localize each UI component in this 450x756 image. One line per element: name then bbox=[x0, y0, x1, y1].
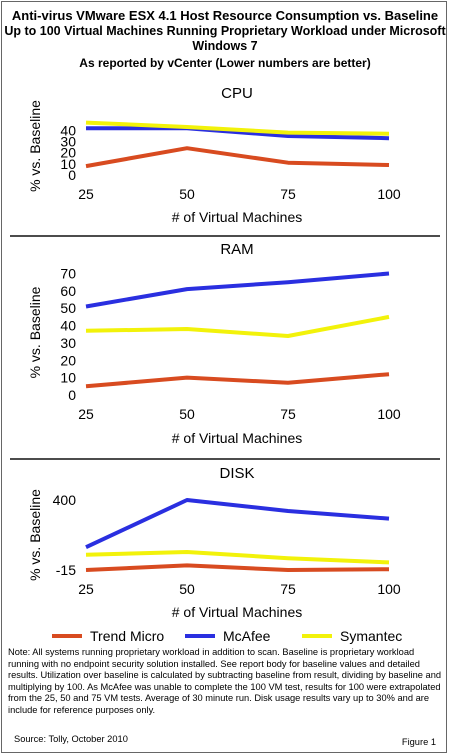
legend-swatch-mcafee bbox=[185, 634, 215, 638]
legend-item-trend-micro: Trend Micro bbox=[52, 628, 164, 644]
y-tick-label: 30 bbox=[60, 335, 76, 351]
legend-item-mcafee: McAfee bbox=[185, 628, 270, 644]
y-tick-label: -15 bbox=[56, 562, 76, 578]
x-tick-label: 75 bbox=[280, 581, 296, 597]
y-tick-label: 50 bbox=[60, 300, 76, 316]
y-axis-label: % vs. Baseline bbox=[27, 489, 43, 581]
x-tick-label: 50 bbox=[179, 406, 195, 422]
x-tick-label: 100 bbox=[377, 581, 401, 597]
legend-item-symantec: Symantec bbox=[302, 628, 402, 644]
x-tick-label: 75 bbox=[280, 406, 296, 422]
x-axis-label: # of Virtual Machines bbox=[172, 430, 302, 446]
legend-label-mcafee: McAfee bbox=[223, 628, 271, 644]
y-tick-label: 0 bbox=[68, 167, 76, 183]
y-tick-label: 10 bbox=[60, 156, 76, 172]
x-tick-label: 100 bbox=[377, 186, 401, 202]
legend-swatch-trend-micro bbox=[52, 634, 82, 638]
y-axis-label: % vs. Baseline bbox=[27, 286, 43, 378]
x-tick-label: 25 bbox=[78, 406, 94, 422]
legend: Trend Micro McAfee Symantec bbox=[0, 628, 450, 646]
chart-disk: DISK -15 400 25 50 75 100 # of Virtual Machines… bbox=[27, 465, 401, 620]
legend-label-symantec: Symantec bbox=[340, 628, 403, 644]
series-line-trend-micro bbox=[85, 146, 390, 169]
y-tick-label: 30 bbox=[60, 134, 76, 150]
y-axis-label: % vs. Baseline bbox=[27, 100, 43, 192]
source-credit: Source: Tolly, October 2010 bbox=[14, 734, 128, 744]
figure-caption: As reported by vCenter (Lower numbers ar… bbox=[79, 56, 371, 70]
series-line-trend-micro bbox=[85, 372, 390, 389]
chart-title: RAM bbox=[220, 241, 253, 258]
y-tick-label: 40 bbox=[60, 318, 76, 334]
legend-label-trend-micro: Trend Micro bbox=[90, 628, 165, 644]
y-tick-label: 40 bbox=[60, 122, 76, 138]
series-line-symantec bbox=[85, 120, 390, 136]
x-tick-label: 25 bbox=[78, 581, 94, 597]
x-axis-label: # of Virtual Machines bbox=[172, 604, 302, 620]
x-tick-label: 100 bbox=[377, 406, 401, 422]
series-line-symantec bbox=[85, 314, 390, 338]
y-tick-label: 400 bbox=[53, 492, 77, 508]
figure-number: Figure 1 bbox=[401, 737, 436, 747]
y-tick-label: 0 bbox=[68, 387, 76, 403]
x-tick-label: 25 bbox=[78, 186, 94, 202]
series-line-mcafee bbox=[85, 271, 390, 309]
y-tick-label: 20 bbox=[60, 352, 76, 368]
y-tick-label: 60 bbox=[60, 283, 76, 299]
series-line-trend-micro bbox=[85, 563, 390, 572]
legend-swatch-symantec bbox=[302, 634, 332, 638]
chart-title: DISK bbox=[219, 465, 254, 482]
series-line-symantec bbox=[85, 550, 390, 565]
series-line-mcafee bbox=[86, 126, 390, 141]
footnote: Note: All systems running proprietary wo… bbox=[8, 647, 442, 715]
y-tick-label: 20 bbox=[60, 145, 76, 161]
figure-subtitle: Up to 100 Virtual Machines Running Propr… bbox=[4, 24, 446, 53]
chart-title: CPU bbox=[221, 85, 253, 102]
x-tick-label: 50 bbox=[179, 186, 195, 202]
x-tick-label: 50 bbox=[179, 581, 195, 597]
x-axis-label: # of Virtual Machines bbox=[172, 209, 302, 225]
y-tick-label: 10 bbox=[60, 370, 76, 386]
x-tick-label: 75 bbox=[280, 186, 296, 202]
y-tick-label: 70 bbox=[60, 265, 76, 281]
series-line-mcafee bbox=[85, 498, 390, 550]
figure-title: Anti-virus VMware ESX 4.1 Host Resource … bbox=[11, 8, 439, 23]
